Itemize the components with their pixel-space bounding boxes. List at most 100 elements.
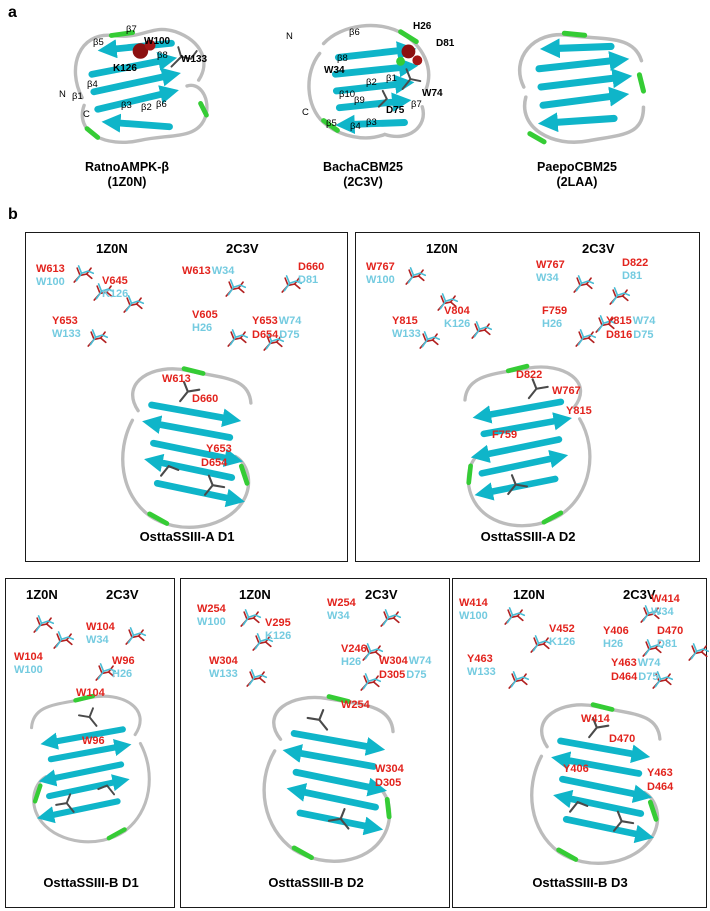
residue-label-red: F759 <box>542 305 568 317</box>
structure-residue-label: W767 <box>552 385 581 397</box>
residue-pair: W414 W100 <box>459 597 488 623</box>
structure-residue-label: F759 <box>492 429 518 441</box>
column-header: 1Z0N <box>26 587 58 602</box>
residue-label-red: W104 <box>14 651 43 663</box>
structure-residue-label: Y463 <box>647 767 673 779</box>
strand-label: β6 <box>349 27 360 38</box>
aligned-residue-sticks <box>505 669 531 691</box>
strand-label: β5 <box>93 37 104 48</box>
residue-label-cyan: W74 <box>632 315 656 327</box>
residue-label-cyan: D75 <box>406 669 427 681</box>
residue-pair: V804 K126 <box>444 305 470 331</box>
structure-residue-label: W254 <box>341 699 370 711</box>
strand-label: β8 <box>337 53 348 64</box>
residue-label-red: W767 <box>366 261 395 273</box>
residue-label-red: D470 <box>657 625 684 637</box>
column-header: 2C3V <box>106 587 139 602</box>
column-header: 1Z0N <box>513 587 545 602</box>
protein-structure-ad2 <box>438 353 616 541</box>
residue-label-cyan: D75 <box>633 329 654 341</box>
residue-label: W74 <box>422 88 443 99</box>
residue-label-red: V295 <box>265 617 291 629</box>
residue-label: W100 <box>144 36 171 47</box>
residue-label-red: W414 <box>459 597 488 609</box>
panel-box-ad2: 1Z0N 2C3V W767 W100 Y815 W133 V804 K126 W767 W34 D… <box>355 232 700 562</box>
residue-label-cyan: H26 <box>341 656 362 668</box>
residue-label-cyan: W100 <box>366 274 395 286</box>
aligned-residue-sticks <box>243 667 269 689</box>
residue-pair: W767 W100 <box>366 261 395 287</box>
residue-label-red: Y815 <box>606 315 632 327</box>
residue-pair: W104 W34 <box>86 621 115 647</box>
residue-label-red: Y406 <box>603 625 629 637</box>
residue-label-cyan: W133 <box>52 328 81 340</box>
residue-label-cyan: D75 <box>638 671 659 683</box>
strand-label: β6 <box>156 99 167 110</box>
box-caption: OsttaSSIII-A D2 <box>480 529 576 544</box>
caption-line: (1Z0N) <box>107 175 147 189</box>
caption-line: BachaCBM25 <box>323 160 403 174</box>
caption-line: (2C3V) <box>343 175 383 189</box>
strand-label: β3 <box>121 100 132 111</box>
residue-label-red: Y463 <box>611 657 637 669</box>
residue-pair: W96 H26 <box>112 655 135 681</box>
residue-pair: D464D75 <box>611 671 658 684</box>
residue-label-red: W304 <box>209 655 238 667</box>
panel-box-bd3: 1Z0N 2C3V W414 W100 V452 K126 Y463 W133 W414 W34 Y… <box>452 578 707 908</box>
residue-pair: W254 W100 <box>197 603 226 629</box>
structure-residue-label: D654 <box>201 457 228 469</box>
structure-caption-ratno: RatnoAMPK-β (1Z0N) <box>85 160 169 190</box>
structure-residue-label: Y815 <box>566 405 592 417</box>
residue-label-red: W613 <box>36 263 65 275</box>
residue-pair: D654D75 <box>252 329 299 342</box>
residue-label: K126 <box>113 63 137 74</box>
residue-label: W133 <box>181 54 208 65</box>
aligned-residue-sticks <box>468 319 494 341</box>
residue-label-cyan: H26 <box>112 668 133 680</box>
aligned-residue-sticks <box>222 277 248 299</box>
strand-label: β4 <box>350 121 361 132</box>
strand-label: β5 <box>326 118 337 129</box>
column-header: 1Z0N <box>96 241 128 256</box>
protein-structure-paepo <box>492 16 657 158</box>
box-caption: OsttaSSIII-A D1 <box>139 529 235 544</box>
residue-label-cyan: W100 <box>459 610 488 622</box>
structure-residue-label: D822 <box>516 369 543 381</box>
residue-label-cyan: H26 <box>542 318 563 330</box>
panel-box-bd1: 1Z0N 2C3V W104 W100 W104 W34 W96 H26 W104 W96 Ostt… <box>5 578 175 908</box>
structure-residue-label: W104 <box>76 687 105 699</box>
column-header: 1Z0N <box>426 241 458 256</box>
strand-label: β2 <box>141 102 152 113</box>
strand-label: β9 <box>354 95 365 106</box>
panel-box-bd2: 1Z0N 2C3V W254 W100 V295 K126 W304 W133 W254 W34 V… <box>180 578 450 908</box>
column-header: 2C3V <box>365 587 398 602</box>
residue-pair: Y463 W133 <box>467 653 496 679</box>
residue-pair: W613W34 <box>182 265 234 278</box>
residue-pair: V605 H26 <box>192 309 218 335</box>
structure-residue-label: Y653 <box>206 443 232 455</box>
residue-label-red: W254 <box>327 597 356 609</box>
column-header: 1Z0N <box>239 587 271 602</box>
aligned-residue-sticks <box>377 607 403 629</box>
residue-pair: D816D75 <box>606 329 653 342</box>
residue-pair: Y406 H26 <box>603 625 629 651</box>
residue-label-cyan: K126 <box>549 636 576 648</box>
residue-label-red: Y463 <box>467 653 493 665</box>
strand-label: β8 <box>157 50 168 61</box>
aligned-residue-sticks <box>501 605 527 627</box>
residue-label-red: W304 <box>379 655 408 667</box>
caption-line: PaepoCBM25 <box>537 160 617 174</box>
structure-residue-label: W613 <box>162 373 191 385</box>
residue-label-red: Y653 <box>52 315 78 327</box>
structure-residue-label: D464 <box>647 781 674 793</box>
residue-pair: W304 W133 <box>209 655 238 681</box>
residue-label: W34 <box>324 65 345 76</box>
panel-a-label: a <box>8 4 17 21</box>
residue-label: H26 <box>413 21 432 32</box>
structure-residue-label: W414 <box>581 713 610 725</box>
residue-pair: V295 K126 <box>265 617 291 643</box>
residue-label-cyan: W74 <box>278 315 302 327</box>
strand-label: N <box>286 31 293 42</box>
residue-pair: D305D75 <box>379 669 426 682</box>
strand-label: β7 <box>411 99 422 110</box>
